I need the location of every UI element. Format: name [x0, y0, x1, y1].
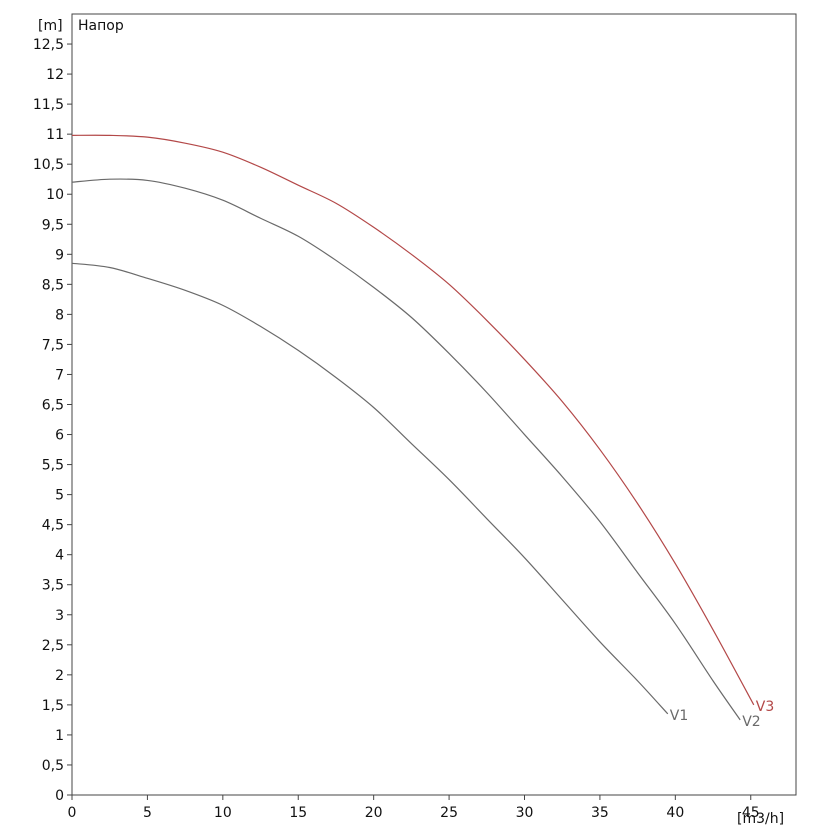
- x-tick-label: 30: [516, 805, 534, 821]
- x-tick-label: 5: [143, 805, 152, 821]
- y-tick-label: 6: [55, 428, 64, 444]
- x-tick-label: 40: [666, 805, 684, 821]
- series-line-v3: [71, 134, 755, 706]
- y-tick-label: 0: [55, 788, 64, 804]
- x-axis-unit-label: [m3/h]: [737, 811, 784, 827]
- series-label-v1: V1: [670, 708, 688, 724]
- x-tick-label: 35: [591, 805, 609, 821]
- x-tick-label: 20: [365, 805, 383, 821]
- y-tick-label: 4,5: [42, 518, 64, 534]
- y-tick-label: 2: [55, 668, 64, 684]
- y-tick-label: 1,5: [42, 698, 64, 714]
- y-tick-label: 7: [55, 367, 64, 383]
- x-tick-label: 15: [289, 805, 307, 821]
- y-tick-label: 11,5: [33, 97, 64, 113]
- chart-title: Напор: [78, 18, 124, 34]
- x-tick-label: 45: [742, 805, 760, 821]
- y-tick-label: 0,5: [42, 758, 64, 774]
- series-layer: [71, 134, 755, 721]
- series-label-v2: V2: [742, 714, 760, 730]
- y-tick-label: 6,5: [42, 398, 64, 414]
- series-line-v1: [71, 262, 669, 715]
- y-tick-label: 12,5: [33, 37, 64, 53]
- x-tick-label: 25: [440, 805, 458, 821]
- y-tick-label: 3,5: [42, 578, 64, 594]
- axis-layer: [67, 13, 797, 800]
- y-tick-label: 9: [55, 247, 64, 263]
- y-tick-label: 12: [46, 67, 64, 83]
- y-tick-label: 3: [55, 608, 64, 624]
- y-tick-label: 10: [46, 187, 64, 203]
- text-layer: [m] Напор [m3/h] 0 5 10 15 20 25 30 35 40 4500,51…: [33, 18, 784, 827]
- y-tick-label: 7,5: [42, 337, 64, 353]
- plot-frame: [71, 13, 797, 796]
- y-tick-label: 9,5: [42, 217, 64, 233]
- y-tick-label: 8,5: [42, 277, 64, 293]
- y-tick-label: 1: [55, 728, 64, 744]
- y-tick-label: 11: [46, 127, 64, 143]
- y-tick-label: 8: [55, 307, 64, 323]
- y-tick-label: 5,5: [42, 458, 64, 474]
- y-axis-unit-label: [m]: [38, 18, 63, 34]
- x-tick-label: 0: [68, 805, 77, 821]
- y-tick-label: 4: [55, 548, 64, 564]
- y-tick-label: 2,5: [42, 638, 64, 654]
- series-line-v2: [71, 178, 741, 721]
- y-tick-label: 5: [55, 488, 64, 504]
- series-label-v3: V3: [756, 699, 774, 715]
- y-tick-label: 10,5: [33, 157, 64, 173]
- x-tick-label: 10: [214, 805, 232, 821]
